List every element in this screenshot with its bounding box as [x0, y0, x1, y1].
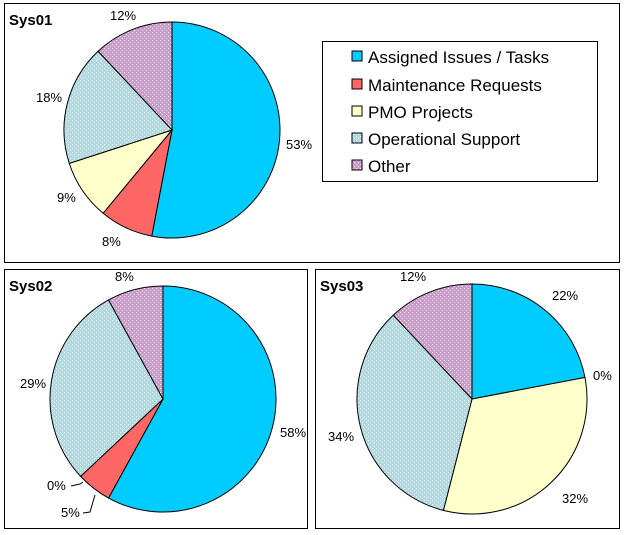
sys02-label-operational: 29% — [20, 376, 46, 391]
sys03-title: Sys03 — [320, 278, 363, 295]
sys03-slice-assigned — [471, 283, 586, 400]
legend-box — [322, 41, 598, 182]
sys02-slice-assigned — [107, 285, 277, 513]
sys03-label-pmo: 32% — [562, 491, 588, 506]
sys01-slice-other — [97, 21, 173, 132]
sys03-slice-other — [392, 283, 473, 401]
sys02-leader-maintenance — [82, 494, 96, 514]
legend-label-operational: Operational Support — [368, 130, 520, 149]
legend-swatch-operational — [351, 132, 363, 144]
sys02-leader-pmo — [70, 481, 84, 487]
sys02-label-other: 8% — [115, 269, 134, 284]
legend-label-other: Other — [368, 157, 411, 176]
sys03-label-operational: 34% — [328, 429, 354, 444]
sys02-slice-operational — [49, 299, 164, 478]
sys03-label-assigned: 22% — [552, 288, 578, 303]
legend-swatch-pmo — [351, 105, 363, 117]
sys01-slice-operational — [63, 50, 173, 165]
sys01-label-operational: 18% — [36, 90, 62, 105]
sys01-label-maintenance: 8% — [102, 234, 121, 249]
legend-swatch-maintenance — [351, 78, 363, 90]
legend-label-assigned: Assigned Issues / Tasks — [368, 48, 549, 67]
sys02-label-maintenance: 5% — [61, 505, 80, 520]
sys01-label-other: 12% — [110, 8, 136, 23]
legend-label-maintenance: Maintenance Requests — [368, 76, 542, 95]
sys01-label-assigned: 53% — [286, 137, 312, 152]
sys03-label-maintenance: 0% — [593, 368, 612, 383]
sys01-pie — [63, 21, 281, 239]
sys03-slice-pmo — [442, 376, 588, 515]
sys01-labels: 53% 8% 9% 18% 12% — [36, 8, 312, 249]
sys02-pie — [49, 285, 277, 513]
sys01-slice-assigned — [151, 21, 281, 239]
sys03-pie — [356, 283, 588, 515]
sys02-label-assigned: 58% — [280, 425, 306, 440]
sys01-label-pmo: 9% — [57, 190, 76, 205]
sys02-slice-other — [107, 285, 164, 400]
legend-swatch-assigned — [351, 50, 363, 62]
sys02-labels: 58% 5% 0% 29% 8% — [20, 269, 306, 520]
sys02-title: Sys02 — [9, 278, 52, 295]
sys02-label-pmo: 0% — [47, 478, 66, 493]
legend: Assigned Issues / Tasks Maintenance Requ… — [322, 41, 598, 182]
sys01-title: Sys01 — [9, 12, 52, 29]
legend-label-pmo: PMO Projects — [368, 103, 473, 122]
sys03-label-other: 12% — [400, 269, 426, 284]
sys03-slice-operational — [356, 314, 473, 511]
legend-swatch-other — [351, 159, 363, 171]
sys03-labels: 22% 0% 32% 34% 12% — [328, 269, 612, 506]
